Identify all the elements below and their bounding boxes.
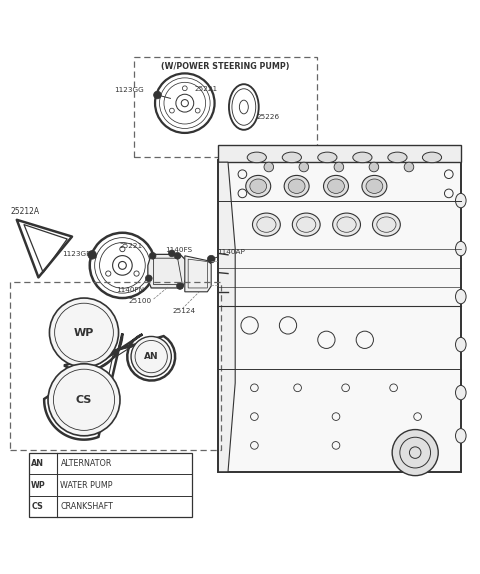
Bar (134, 57, 317, 157)
Ellipse shape (327, 179, 344, 193)
Text: CRANKSHAFT: CRANKSHAFT (60, 502, 113, 511)
Text: CS: CS (76, 395, 92, 405)
Circle shape (404, 162, 414, 172)
Circle shape (48, 364, 120, 436)
Ellipse shape (372, 213, 400, 236)
Bar (29, 453, 192, 517)
Circle shape (88, 250, 96, 259)
Text: CS: CS (31, 502, 43, 511)
Ellipse shape (292, 213, 320, 236)
Text: 25221: 25221 (194, 86, 217, 92)
Ellipse shape (247, 152, 266, 162)
Text: WATER PUMP: WATER PUMP (60, 480, 113, 490)
Circle shape (149, 253, 156, 259)
Circle shape (49, 298, 119, 367)
Ellipse shape (284, 176, 309, 197)
Text: AN: AN (144, 352, 158, 361)
Text: WP: WP (74, 328, 94, 338)
Circle shape (154, 91, 161, 99)
Polygon shape (185, 256, 211, 292)
Circle shape (131, 336, 171, 377)
Text: 25226: 25226 (257, 114, 280, 119)
Circle shape (207, 255, 215, 263)
Ellipse shape (456, 242, 466, 256)
Text: ALTERNATOR: ALTERNATOR (60, 459, 112, 468)
Ellipse shape (456, 193, 466, 208)
Text: 25221: 25221 (119, 243, 142, 249)
Circle shape (174, 253, 181, 259)
Circle shape (145, 275, 152, 282)
Circle shape (264, 162, 274, 172)
Text: 1123GF: 1123GF (62, 251, 91, 257)
Bar (10, 282, 221, 450)
Ellipse shape (388, 152, 407, 162)
Ellipse shape (250, 179, 267, 193)
Text: 1140FN: 1140FN (116, 287, 144, 293)
Ellipse shape (246, 176, 271, 197)
Circle shape (392, 429, 438, 476)
Bar (218, 160, 461, 472)
Text: 1123GG: 1123GG (114, 87, 144, 93)
Ellipse shape (422, 152, 442, 162)
Ellipse shape (456, 385, 466, 400)
Bar (218, 145, 461, 162)
Ellipse shape (252, 213, 280, 236)
Text: (W/POWER STEERING PUMP): (W/POWER STEERING PUMP) (161, 63, 290, 71)
Ellipse shape (362, 176, 387, 197)
Ellipse shape (366, 179, 383, 193)
Text: 1140FS: 1140FS (166, 247, 193, 253)
Ellipse shape (333, 213, 360, 236)
Circle shape (177, 282, 183, 289)
Text: 25124: 25124 (173, 308, 196, 314)
Circle shape (299, 162, 309, 172)
Ellipse shape (324, 176, 348, 197)
Text: WP: WP (31, 480, 46, 490)
Text: AN: AN (31, 459, 44, 468)
Circle shape (168, 250, 175, 257)
Ellipse shape (456, 289, 466, 304)
Text: 25100: 25100 (129, 298, 152, 304)
Ellipse shape (318, 152, 337, 162)
Polygon shape (148, 254, 188, 288)
Ellipse shape (353, 152, 372, 162)
Circle shape (334, 162, 344, 172)
Text: 1140AP: 1140AP (217, 250, 245, 255)
Text: 25212A: 25212A (11, 207, 40, 216)
Circle shape (369, 162, 379, 172)
Ellipse shape (282, 152, 301, 162)
Ellipse shape (288, 179, 305, 193)
Ellipse shape (456, 429, 466, 443)
Ellipse shape (456, 338, 466, 352)
Polygon shape (218, 162, 235, 472)
